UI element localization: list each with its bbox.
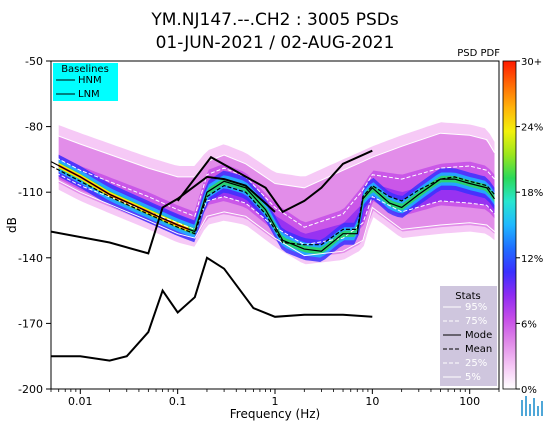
stats-legend-box bbox=[440, 286, 497, 386]
y-tick-label: -140 bbox=[18, 252, 43, 265]
series-line-lnm-long-period bbox=[51, 175, 276, 255]
baselines-legend: Baselines HNM LNM bbox=[53, 63, 118, 101]
chart-subtitle: 01-JUN-2021 / 02-AUG-2021 bbox=[156, 33, 395, 53]
x-tick-label: 10 bbox=[365, 395, 379, 408]
y-axis-label: dB bbox=[5, 217, 19, 233]
colorbar-ticks: 30+ 24% 18% 12% 6% 0% bbox=[516, 57, 543, 396]
x-axis: 0.01 0.1 1 10 100 bbox=[50, 389, 500, 408]
legend-hnm-label: HNM bbox=[78, 75, 102, 86]
baselines-legend-box bbox=[53, 63, 118, 101]
colorbar bbox=[502, 60, 517, 390]
y-tick-label: -80 bbox=[25, 121, 43, 134]
stats-legend-title: Stats bbox=[455, 291, 481, 302]
x-tick-label: 100 bbox=[459, 395, 480, 408]
colorbar-tick-label: 30+ bbox=[521, 57, 542, 68]
legend-25-label: 25% bbox=[465, 358, 487, 369]
y-axis: -50 -80 -110 -140 -170 -200 bbox=[18, 55, 51, 396]
legend-95-label: 95% bbox=[465, 302, 487, 313]
x-tick-label: 1 bbox=[272, 395, 279, 408]
legend-mean-label: Mean bbox=[465, 344, 492, 355]
colorbar-tick-label: 6% bbox=[521, 319, 537, 330]
y-tick-label: -50 bbox=[25, 55, 43, 68]
legend-75-label: 75% bbox=[465, 316, 487, 327]
density-band-2 bbox=[58, 154, 495, 249]
series-line-75pct bbox=[51, 154, 495, 228]
x-axis-label: Frequency (Hz) bbox=[230, 407, 321, 421]
series-line-5pct bbox=[51, 176, 495, 257]
colorbar-tick-label: 24% bbox=[521, 123, 543, 134]
series-line-lnm bbox=[51, 256, 373, 362]
series-line-25pct bbox=[51, 169, 495, 246]
legend-5-label: 5% bbox=[465, 372, 481, 383]
y-tick-label: -170 bbox=[18, 317, 43, 330]
series-line-mode bbox=[51, 161, 495, 252]
series-line-hnm bbox=[176, 149, 373, 214]
y-tick-label: -200 bbox=[18, 383, 43, 396]
legend-lnm-label: LNM bbox=[78, 89, 100, 100]
series-line-95pct bbox=[51, 132, 495, 189]
colorbar-tick-label: 18% bbox=[521, 188, 543, 199]
waveform-logo-icon bbox=[521, 396, 543, 416]
colorbar-tick-label: 12% bbox=[521, 254, 543, 265]
series-line-mean bbox=[51, 165, 495, 246]
colorbar-tick-label: 0% bbox=[521, 385, 537, 396]
stats-legend: Stats 95% 75% Mode Mean 25% 5% bbox=[440, 286, 497, 386]
series-lines bbox=[51, 132, 495, 362]
baselines-legend-title: Baselines bbox=[61, 64, 109, 75]
colorbar-label: PSD PDF bbox=[457, 48, 500, 59]
legend-mode-label: Mode bbox=[465, 330, 492, 341]
x-tick-label: 0.01 bbox=[68, 395, 93, 408]
chart-title: YM.NJ147.--.CH2 : 3005 PSDs bbox=[150, 10, 399, 30]
y-tick-label: -110 bbox=[18, 186, 43, 199]
x-tick-label: 0.1 bbox=[169, 395, 187, 408]
